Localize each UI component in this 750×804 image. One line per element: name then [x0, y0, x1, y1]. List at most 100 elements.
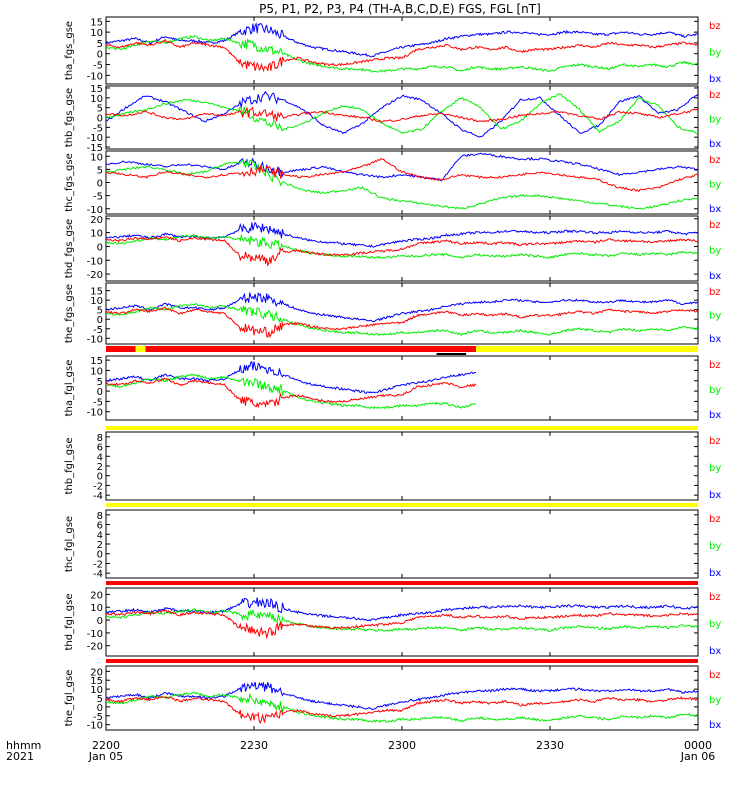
legend-label-bz: bz [709, 670, 721, 681]
series-line-bz [106, 106, 698, 123]
y-tick-label: -10 [87, 334, 103, 345]
y-tick-label: 5 [97, 104, 103, 115]
time-label-top: hhmm [6, 739, 41, 752]
y-tick-label: 6 [97, 521, 103, 532]
x-tick-label: 2200 [92, 739, 120, 752]
y-tick-label: 0 [97, 387, 103, 398]
y-tick-label: 0 [97, 472, 103, 483]
x-tick-label: 2330 [536, 739, 564, 752]
y-tick-label: 15 [90, 676, 103, 687]
y-tick-label: -5 [93, 397, 103, 408]
y-tick-label: -10 [87, 71, 103, 82]
y-axis-label: thd_fgs_gse [64, 219, 75, 278]
y-tick-label: 20 [90, 667, 103, 678]
y-axis-label: thb_fgs_gse [64, 88, 75, 147]
legend-label-bz: bz [709, 514, 721, 525]
y-tick-label: 10 [90, 685, 103, 696]
mode-bar-segment [106, 659, 698, 663]
legend-label-bz: bz [709, 220, 721, 231]
y-tick-label: -2 [93, 481, 103, 492]
y-tick-label: 0 [97, 315, 103, 326]
legend-label-bz: bz [709, 21, 721, 32]
y-tick-label: 5 [97, 377, 103, 388]
y-tick-label: -4 [93, 569, 103, 580]
panel-thd_fgl_gse: 20 10 0 -10 -20 thd_fgl_gse bz by bx [64, 587, 721, 657]
series-line-by [106, 691, 698, 724]
y-tick-label: 6 [97, 443, 103, 454]
y-tick-label: 10 [90, 229, 103, 240]
y-tick-label: -5 [93, 123, 103, 134]
y-tick-label: 10 [90, 603, 103, 614]
mode-bar-segment [145, 346, 476, 352]
legend-label-bx: bx [709, 139, 721, 150]
series-line-bx [106, 361, 477, 394]
y-tick-label: 10 [90, 28, 103, 39]
y-tick-label: 0 [97, 179, 103, 190]
legend-label-bx: bx [709, 410, 721, 421]
y-tick-label: 10 [90, 296, 103, 307]
y-tick-label: -4 [93, 491, 103, 502]
series-line-by [106, 608, 698, 633]
legend-label-by: by [709, 311, 721, 322]
y-tick-label: -20 [87, 270, 103, 281]
y-tick-label: 20 [90, 590, 103, 601]
y-tick-label: 0 [97, 616, 103, 627]
mode-bar-segment [106, 581, 698, 585]
y-tick-label: -10 [87, 408, 103, 419]
y-tick-label: 4 [97, 452, 103, 463]
x-tick-sublabel: Jan 05 [88, 750, 123, 763]
series-line-bz [106, 157, 698, 193]
y-tick-label: -5 [93, 61, 103, 72]
mode-bar-marker [436, 353, 467, 355]
legend-label-bx: bx [709, 204, 721, 215]
y-tick-label: 8 [97, 511, 103, 522]
y-tick-label: 4 [97, 530, 103, 541]
x-tick-sublabel: Jan 06 [680, 750, 715, 763]
x-tick-label: 2230 [240, 739, 268, 752]
y-tick-label: 10 [90, 152, 103, 163]
series-line-bx [106, 681, 698, 711]
y-axis-label: tha_fgl_gse [64, 360, 75, 417]
y-tick-label: -10 [87, 721, 103, 732]
legend-label-by: by [709, 541, 721, 552]
y-tick-label: -5 [93, 712, 103, 723]
legend-label-bx: bx [709, 646, 721, 657]
y-tick-label: -10 [87, 133, 103, 144]
y-tick-label: -10 [87, 205, 103, 216]
y-tick-label: 5 [97, 39, 103, 50]
mode-bar [106, 426, 698, 430]
series-line-by [106, 159, 698, 210]
panel-frame [105, 665, 699, 731]
series-line-bx [106, 152, 698, 182]
y-tick-label: 0 [97, 703, 103, 714]
legend-label-bx: bx [709, 720, 721, 731]
series-line-bz [106, 306, 698, 338]
legend-label-bx: bx [709, 271, 721, 282]
y-tick-label: -15 [87, 143, 103, 154]
y-tick-label: -10 [87, 629, 103, 640]
series-line-by [106, 93, 698, 135]
y-tick-label: 15 [90, 287, 103, 298]
legend-label-bz: bz [709, 155, 721, 166]
y-tick-label: -2 [93, 559, 103, 570]
y-tick-label: 10 [90, 94, 103, 105]
mode-bar [106, 346, 698, 355]
y-axis-label: thd_fgl_gse [64, 594, 75, 651]
y-axis-label: thb_fgl_gse [64, 438, 75, 495]
legend-label-by: by [709, 48, 721, 59]
y-tick-label: 15 [90, 84, 103, 95]
legend-label-bx: bx [709, 568, 721, 579]
series-line-by [106, 303, 698, 337]
legend-label-bz: bz [709, 287, 721, 298]
y-axis-label: tha_fgs_gse [64, 21, 75, 80]
panel-frame [105, 215, 699, 282]
y-tick-label: 2 [97, 462, 103, 473]
mode-bar-segment [106, 346, 136, 352]
y-tick-label: -20 [87, 642, 103, 653]
series-line-by [106, 233, 698, 260]
series-line-bx [106, 291, 698, 322]
legend-label-by: by [709, 385, 721, 396]
